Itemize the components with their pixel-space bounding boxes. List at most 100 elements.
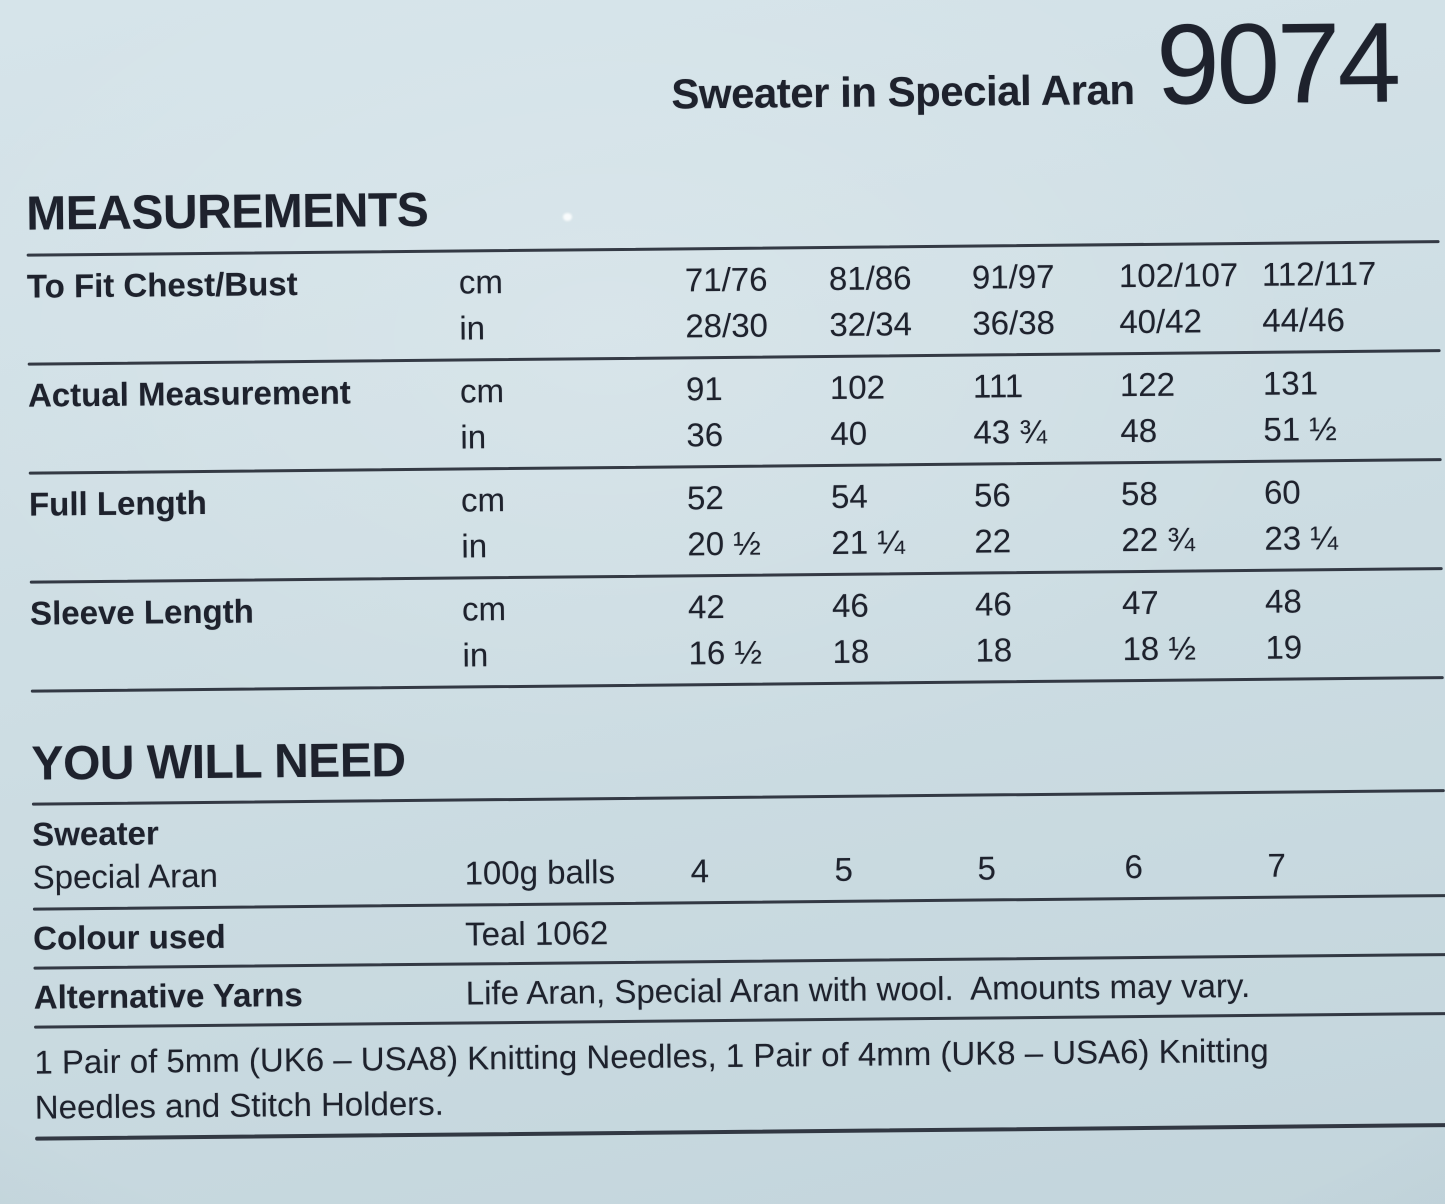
value-cm: 91/97	[971, 257, 1055, 296]
page-title: Sweater in Special Aran	[671, 66, 1135, 118]
value-cm: 56	[973, 475, 1011, 514]
unit-cm-label: cm	[460, 480, 506, 519]
unit-cm-label: cm	[458, 262, 504, 301]
value-in: 28/30	[685, 306, 769, 344]
value-cm: 111	[972, 366, 1024, 405]
value-cm: 60	[1263, 472, 1301, 511]
measurement-label: Actual Measurement	[27, 373, 351, 414]
value-in: 43 ¾	[973, 412, 1047, 451]
measurement-label: Full Length	[28, 483, 207, 523]
you-will-need-heading: YOU WILL NEED	[31, 733, 406, 791]
value-cm: 42	[687, 587, 725, 625]
size-3-cell: 111 43 ¾	[973, 362, 1121, 455]
size-2-cell: 102 40	[830, 363, 974, 456]
value-in: 40	[830, 414, 868, 452]
value-in: 18	[975, 630, 1013, 669]
measurement-row-full-length: Full Length cm in 52 20 ½ 54 21 ¼ 56 22 …	[0, 461, 1445, 581]
measurement-row-sleeve-length: Sleeve Length cm in 42 16 ½ 46 18 46 18 …	[0, 570, 1445, 690]
colour-used-label: Colour used	[33, 918, 226, 957]
size-3-cell: 56 22	[974, 471, 1122, 564]
value-in: 36/38	[972, 303, 1056, 342]
value-in: 36	[686, 415, 724, 453]
value-cm: 122	[1119, 365, 1176, 403]
balls-size-1: 4	[690, 852, 710, 890]
unit-cell: cm in	[460, 366, 687, 460]
measurement-label: Sleeve Length	[29, 592, 254, 632]
value-cm: 47	[1121, 583, 1159, 621]
size-4-cell: 47 18 ½	[1122, 578, 1266, 671]
size-5-cell: 112/117 44/46	[1262, 250, 1443, 344]
value-cm: 46	[974, 584, 1012, 623]
value-in: 40/42	[1119, 301, 1203, 340]
pattern-number: 9074	[1155, 0, 1399, 129]
value-in: 18 ½	[1122, 628, 1197, 667]
balls-size-3: 5	[977, 849, 997, 887]
size-2-cell: 81/86 32/34	[829, 254, 973, 347]
balls-size-5: 7	[1267, 846, 1287, 885]
alternative-yarns-value: Life Aran, Special Aran with wool. Amoun…	[465, 967, 1251, 1012]
alternative-yarns-label: Alternative Yarns	[33, 976, 303, 1016]
value-in: 20 ½	[687, 524, 762, 562]
value-cm: 58	[1120, 474, 1158, 512]
value-cm: 54	[830, 477, 868, 515]
size-3-cell: 91/97 36/38	[972, 253, 1120, 346]
colour-used-value: Teal 1062	[465, 914, 609, 953]
unit-cell: cm in	[462, 584, 689, 678]
size-1-cell: 91 36	[686, 364, 831, 457]
needles-note: 1 Pair of 5mm (UK6 – USA8) Knitting Need…	[4, 1015, 1445, 1130]
value-cm: 46	[831, 586, 869, 624]
unit-cm-label: cm	[459, 371, 505, 410]
page-header: Sweater in Special Aran 9074	[0, 0, 1440, 137]
size-1-cell: 52 20 ½	[687, 473, 832, 566]
value-in: 22 ¾	[1121, 519, 1195, 558]
value-cm: 52	[686, 478, 724, 516]
value-cm: 48	[1264, 581, 1302, 620]
size-4-cell: 102/107 40/42	[1119, 251, 1263, 344]
size-5-cell: 131 51 ½	[1263, 359, 1444, 453]
unit-cm-label: cm	[461, 589, 507, 628]
ball-unit-label: 100g balls	[464, 853, 616, 892]
unit-in-label: in	[459, 308, 486, 347]
size-5-cell: 60 23 ¼	[1264, 468, 1445, 562]
value-cm: 102/107	[1118, 255, 1239, 294]
value-cm: 131	[1262, 363, 1319, 402]
value-in: 51 ½	[1263, 409, 1337, 448]
measurement-row-actual: Actual Measurement cm in 91 36 102 40 11…	[0, 352, 1444, 472]
yarn-name: Special Aran	[32, 857, 219, 896]
balls-size-2: 5	[834, 851, 854, 889]
size-2-cell: 54 21 ¼	[831, 472, 975, 565]
value-cm: 102	[829, 367, 886, 406]
value-cm: 91	[685, 369, 723, 407]
value-in: 19	[1265, 627, 1303, 666]
value-cm: 71/76	[684, 260, 768, 298]
value-in: 16 ½	[688, 633, 763, 671]
value-cm: 81/86	[828, 258, 912, 297]
measurement-row-to-fit: To Fit Chest/Bust cm in 71/76 28/30 81/8…	[0, 243, 1443, 363]
unit-in-label: in	[462, 635, 489, 674]
size-4-cell: 122 48	[1120, 360, 1264, 453]
value-cm: 112/117	[1261, 254, 1377, 293]
size-4-cell: 58 22 ¾	[1121, 469, 1265, 562]
size-5-cell: 48 19	[1265, 577, 1445, 671]
unit-in-label: in	[460, 417, 487, 456]
value-in: 44/46	[1262, 300, 1346, 339]
value-in: 32/34	[829, 304, 913, 343]
value-in: 23 ¼	[1264, 518, 1338, 557]
unit-cell: cm in	[459, 257, 686, 351]
unit-in-label: in	[461, 526, 488, 565]
size-1-cell: 71/76 28/30	[685, 255, 830, 348]
value-in: 18	[832, 632, 870, 670]
size-3-cell: 46 18	[975, 580, 1123, 673]
measurement-label: To Fit Chest/Bust	[26, 264, 298, 305]
value-in: 21 ¼	[831, 522, 906, 561]
size-2-cell: 46 18	[832, 581, 976, 674]
value-in: 22	[974, 521, 1012, 560]
value-in: 48	[1120, 411, 1158, 449]
unit-cell: cm in	[461, 475, 688, 569]
balls-size-4: 6	[1124, 848, 1144, 886]
dust-speck	[563, 213, 572, 221]
measurements-heading: MEASUREMENTS	[25, 183, 429, 241]
size-1-cell: 42 16 ½	[688, 582, 833, 675]
